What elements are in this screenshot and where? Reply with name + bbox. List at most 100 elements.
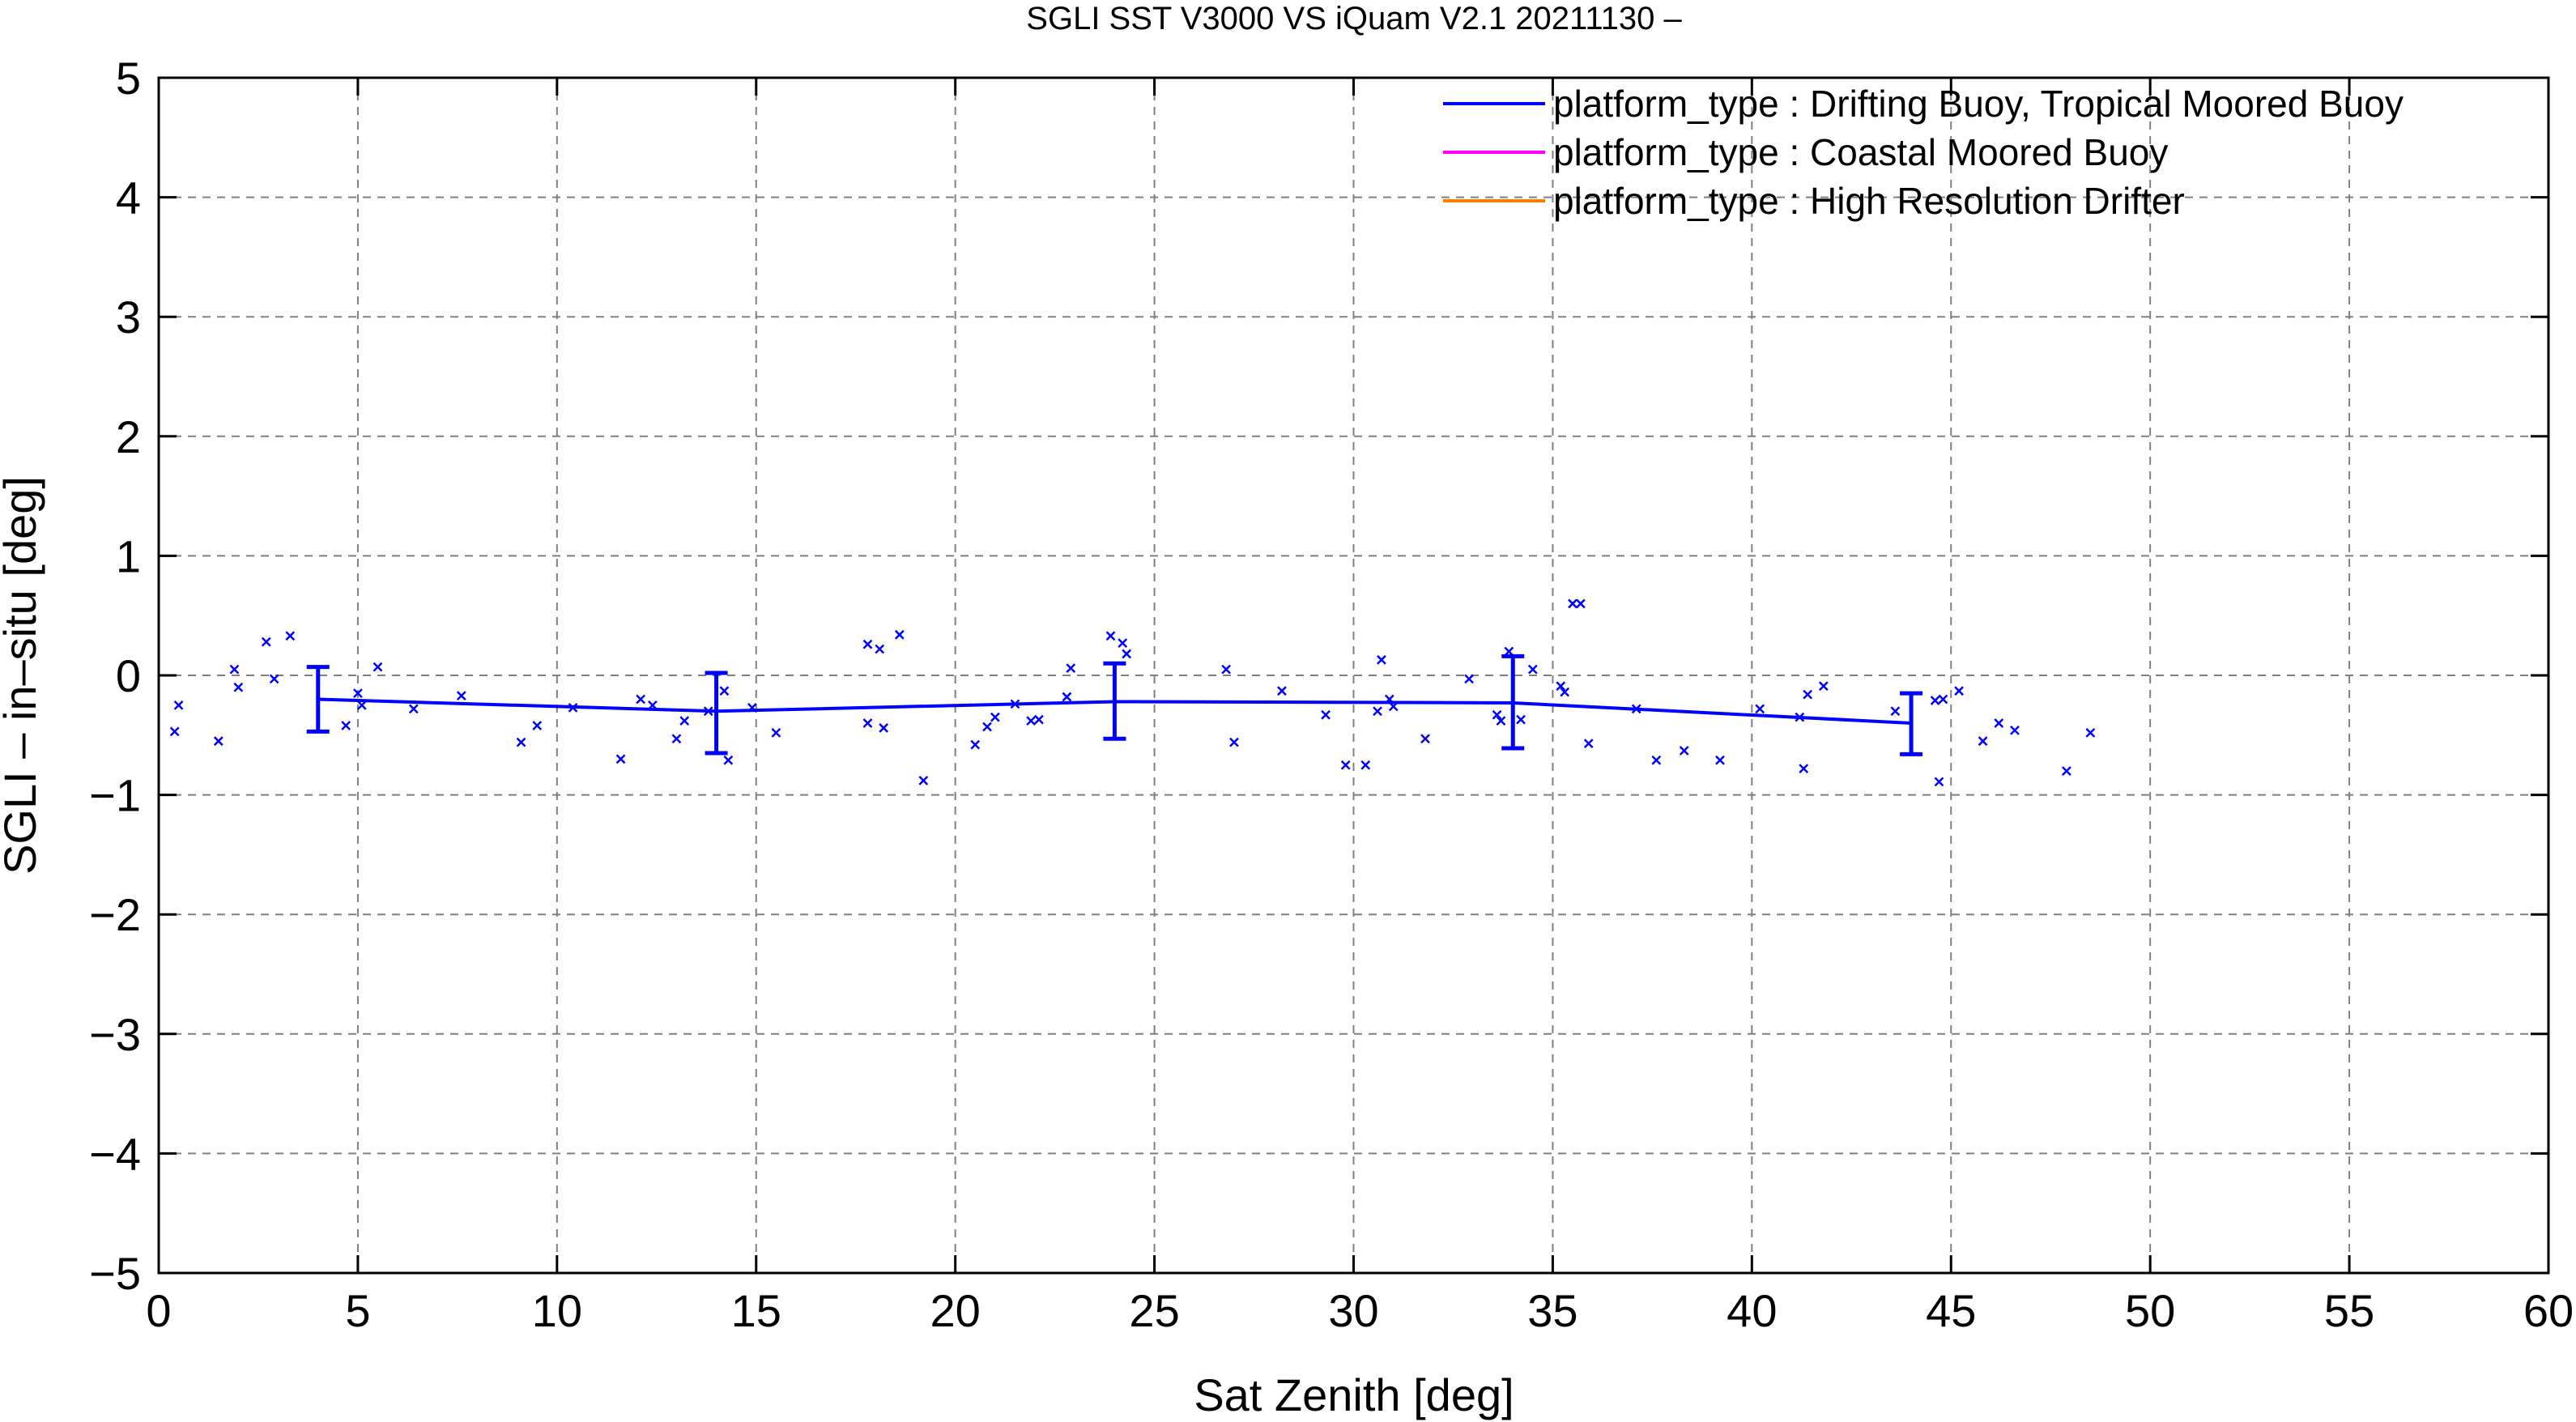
- data-point: [2061, 766, 2071, 776]
- data-point: [1568, 598, 1578, 609]
- data-point: [1377, 654, 1386, 665]
- data-point: [532, 721, 543, 730]
- data-point: [233, 682, 244, 692]
- data-point: [1464, 674, 1475, 684]
- legend-label: platform_type : Coastal Moored Buoy: [1553, 131, 2168, 173]
- data-point: [723, 755, 734, 765]
- y-tick-label: −5: [89, 1248, 141, 1299]
- x-tick-label: 50: [2125, 1285, 2175, 1336]
- data-point: [918, 776, 929, 786]
- y-tick-label: −4: [89, 1128, 141, 1179]
- y-tick-label: 2: [116, 411, 141, 462]
- y-tick-label: 4: [116, 172, 141, 224]
- data-point: [1321, 709, 1331, 720]
- legend-label: platform_type : Drifting Buoy, Tropical …: [1553, 83, 2404, 125]
- data-point: [1583, 739, 1594, 749]
- y-tick-label: −2: [89, 889, 141, 940]
- x-tick-labels: 0 5 10 15 20 25 30 35 40 45 50 55 60: [146, 1285, 2574, 1336]
- y-tick-label: 3: [116, 292, 141, 343]
- y-tick-label: 5: [116, 53, 141, 104]
- y-axis-title: SGLI – in–situ [deg]: [0, 476, 45, 875]
- data-point: [1954, 686, 1964, 696]
- x-tick-label: 5: [345, 1285, 370, 1336]
- data-point: [1062, 692, 1072, 702]
- data-point: [771, 727, 781, 738]
- series-layer: [169, 598, 2096, 787]
- data-point: [1122, 649, 1132, 659]
- data-point: [1373, 706, 1382, 717]
- data-point: [285, 631, 296, 641]
- data-point: [1516, 714, 1526, 725]
- data-point: [1496, 716, 1506, 726]
- data-point: [1026, 716, 1036, 726]
- chart-title: SGLI SST V3000 VS iQuam V2.1 20211130 –: [1026, 1, 1682, 36]
- legend-label: platform_type : High Resolution Drifter: [1553, 180, 2185, 222]
- data-point: [1715, 755, 1725, 765]
- legend: platform_type : Drifting Buoy, Tropical …: [1443, 83, 2404, 222]
- data-point: [1978, 736, 1988, 747]
- data-point: [341, 721, 351, 730]
- data-point: [1556, 681, 1566, 692]
- series-group: [169, 598, 2096, 787]
- data-point: [516, 737, 526, 747]
- y-tick-label: 1: [116, 530, 141, 581]
- data-point: [1818, 681, 1829, 692]
- x-axis-title: Sat Zenith [deg]: [1194, 1369, 1514, 1420]
- data-point: [894, 629, 905, 640]
- data-point: [1755, 704, 1765, 714]
- data-point: [1105, 631, 1116, 641]
- data-point: [1360, 760, 1371, 770]
- data-point: [356, 700, 367, 710]
- x-tick-label: 0: [146, 1285, 171, 1336]
- y-tick-label: −1: [89, 770, 141, 821]
- x-tick-label: 15: [731, 1285, 781, 1336]
- data-point: [2085, 727, 2096, 738]
- data-point: [1938, 694, 1948, 705]
- data-point: [2010, 726, 2020, 735]
- data-point: [862, 718, 873, 728]
- data-point: [1934, 777, 1944, 787]
- data-point: [982, 722, 992, 732]
- data-point: [261, 636, 271, 647]
- x-tick-label: 25: [1129, 1285, 1179, 1336]
- data-point: [1118, 638, 1128, 649]
- data-point: [615, 754, 626, 764]
- y-tick-label: 0: [116, 650, 141, 701]
- data-point: [1229, 737, 1239, 747]
- data-point: [1803, 689, 1813, 700]
- axis-ticks: [157, 76, 2550, 1275]
- data-point: [862, 639, 873, 649]
- y-tick-label: −3: [89, 1009, 141, 1060]
- data-point: [456, 691, 466, 700]
- x-tick-label: 40: [1727, 1285, 1777, 1336]
- data-point: [1221, 664, 1231, 675]
- grid: [159, 78, 2548, 1273]
- data-point: [1799, 764, 1809, 774]
- data-point: [1340, 760, 1351, 770]
- x-tick-label: 30: [1328, 1285, 1378, 1336]
- data-point: [1492, 709, 1502, 720]
- data-point: [169, 726, 180, 737]
- x-tick-label: 55: [2324, 1285, 2374, 1336]
- data-point: [1560, 687, 1570, 697]
- data-point: [679, 716, 690, 726]
- x-tick-label: 20: [930, 1285, 981, 1336]
- data-point: [1994, 718, 2004, 728]
- data-point: [1504, 646, 1514, 657]
- data-point: [970, 739, 981, 750]
- data-point: [1420, 734, 1430, 744]
- data-point: [373, 662, 383, 672]
- x-tick-label: 45: [1926, 1285, 1976, 1336]
- data-point: [408, 704, 419, 714]
- data-point: [990, 712, 1000, 722]
- data-point: [719, 686, 730, 696]
- data-point: [1527, 664, 1538, 675]
- data-point: [269, 674, 279, 684]
- data-point: [1679, 746, 1689, 756]
- x-tick-label: 10: [532, 1285, 582, 1336]
- data-point: [1277, 686, 1287, 696]
- x-tick-label: 35: [1527, 1285, 1578, 1336]
- data-point: [1066, 663, 1076, 674]
